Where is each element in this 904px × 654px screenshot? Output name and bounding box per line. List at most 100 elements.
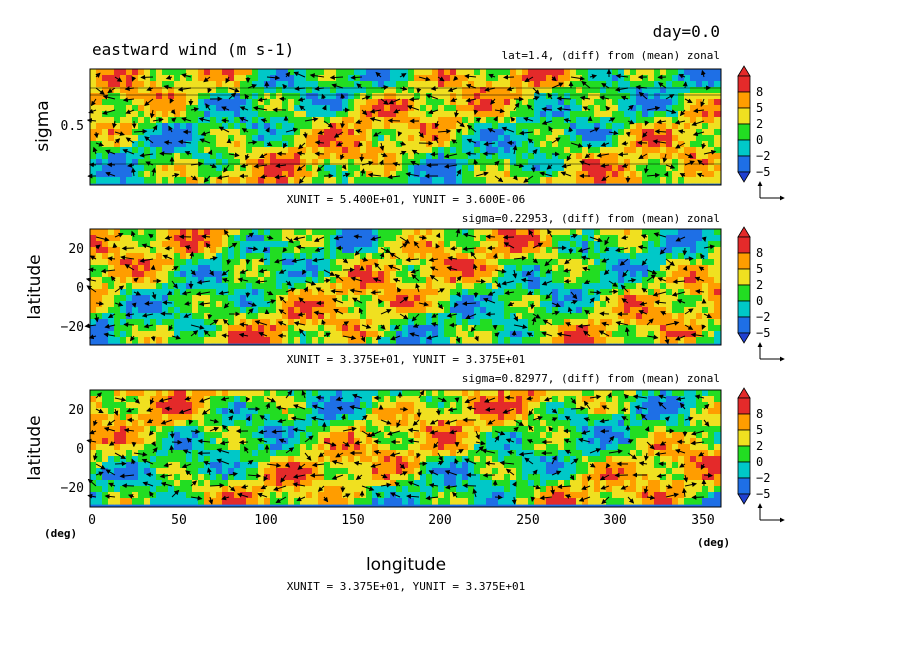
field-cell	[156, 123, 163, 130]
field-cell	[708, 165, 715, 172]
field-cell	[90, 87, 97, 94]
field-cell	[480, 123, 487, 130]
wind-vector	[646, 172, 661, 178]
field-cell	[396, 247, 403, 254]
field-cell	[654, 141, 661, 148]
field-cell	[360, 129, 367, 136]
field-cell	[390, 171, 397, 178]
field-cell	[468, 271, 475, 278]
field-cell	[654, 235, 661, 242]
field-cell	[498, 319, 505, 326]
field-cell	[288, 259, 295, 266]
wind-vector	[652, 291, 667, 297]
wind-vector	[369, 116, 382, 122]
field-cell	[660, 325, 667, 332]
field-cell	[336, 159, 343, 166]
field-cell	[222, 129, 229, 136]
field-cell	[174, 396, 181, 403]
field-cell	[294, 159, 301, 166]
field-cell	[222, 159, 229, 166]
wind-vector	[177, 86, 192, 92]
field-cell	[684, 171, 691, 178]
field-cell	[576, 123, 583, 130]
field-cell	[576, 402, 583, 409]
field-cell	[120, 75, 127, 82]
field-cell	[594, 159, 601, 166]
field-cell	[390, 93, 397, 100]
wind-vector	[394, 324, 401, 330]
field-cell	[486, 135, 493, 142]
wind-vector	[603, 246, 610, 252]
field-cell	[324, 93, 331, 100]
field-cell	[618, 325, 625, 332]
field-cell	[678, 271, 685, 278]
field-cell	[270, 253, 277, 260]
field-cell	[90, 141, 97, 148]
field-cell	[204, 129, 211, 136]
field-cell	[132, 87, 139, 94]
field-cell	[624, 301, 631, 308]
field-cell	[642, 307, 649, 314]
wind-vector	[399, 313, 409, 320]
field-cell	[120, 135, 127, 142]
field-cell	[120, 69, 127, 76]
field-cell	[234, 277, 241, 284]
field-cell	[318, 265, 325, 272]
field-cell	[480, 105, 487, 112]
field-cell	[360, 283, 367, 290]
field-cell	[486, 93, 493, 100]
field-cell	[540, 165, 547, 172]
field-cell	[120, 241, 127, 248]
field-cell	[324, 390, 331, 397]
field-cell	[558, 402, 565, 409]
field-cell	[294, 75, 301, 82]
field-cell	[234, 289, 241, 296]
field-cell	[516, 129, 523, 136]
field-cell	[582, 301, 589, 308]
wind-vector	[222, 319, 230, 326]
field-cell	[216, 105, 223, 112]
field-cell	[390, 390, 397, 397]
field-cell	[108, 93, 115, 100]
field-cell	[282, 165, 289, 172]
field-cell	[654, 75, 661, 82]
field-cell	[702, 171, 709, 178]
wind-vector	[654, 299, 667, 305]
field-cell	[216, 390, 223, 397]
field-cell	[270, 259, 277, 266]
field-cell	[282, 235, 289, 242]
field-cell	[336, 229, 343, 236]
field-cell	[450, 235, 457, 242]
field-cell	[558, 111, 565, 118]
field-cell	[342, 277, 349, 284]
field-cell	[162, 229, 169, 236]
field-cell	[270, 177, 277, 184]
field-cell	[516, 153, 523, 160]
field-cell	[378, 129, 385, 136]
wind-vector	[664, 335, 670, 345]
wind-vector	[694, 276, 705, 282]
field-cell	[708, 325, 715, 332]
field-cell	[258, 159, 265, 166]
field-cell	[582, 117, 589, 124]
field-cell	[162, 337, 169, 344]
field-cell	[282, 241, 289, 248]
field-cell	[366, 295, 373, 302]
field-cell	[90, 111, 97, 118]
field-cell	[342, 81, 349, 88]
field-cell	[630, 177, 637, 184]
wind-vector	[690, 332, 705, 338]
field-cell	[642, 105, 649, 112]
field-cell	[144, 111, 151, 118]
field-cell	[630, 319, 637, 326]
field-cell	[618, 81, 625, 88]
field-cell	[138, 259, 145, 266]
field-cell	[462, 81, 469, 88]
field-cell	[564, 141, 571, 148]
field-cell	[210, 289, 217, 296]
field-cell	[180, 87, 187, 94]
field-cell	[678, 390, 685, 397]
wind-vector	[397, 131, 403, 137]
field-cell	[606, 147, 613, 154]
field-cell	[630, 271, 637, 278]
